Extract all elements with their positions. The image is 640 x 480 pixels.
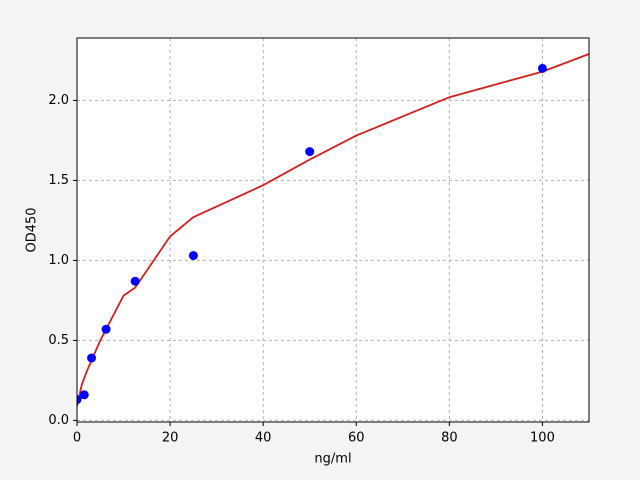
x-axis-label: ng/ml: [314, 452, 351, 467]
x-tick-label: 40: [255, 431, 272, 446]
data-point: [188, 251, 198, 261]
y-tick-label: 0.5: [48, 333, 69, 348]
x-tick-label: 100: [530, 431, 555, 446]
data-point: [87, 353, 97, 363]
y-tick-label: 1.5: [48, 173, 69, 188]
data-point: [537, 63, 547, 73]
data-point: [305, 147, 315, 157]
y-tick-label: 0.0: [48, 413, 69, 428]
fit-curve: [77, 53, 589, 407]
data-point: [77, 395, 82, 405]
x-tick-label: 20: [162, 431, 179, 446]
data-point: [130, 276, 140, 286]
x-tick-label: 60: [348, 431, 365, 446]
x-tick-label: 0: [73, 431, 81, 446]
data-point: [101, 324, 111, 334]
data-point: [79, 390, 89, 400]
y-tick-label: 2.0: [48, 93, 69, 108]
y-tick-label: 1.0: [48, 253, 69, 268]
x-tick-label: 80: [441, 431, 458, 446]
plot-frame: [76, 37, 590, 423]
plot-area: [77, 38, 589, 422]
y-axis-label: OD450: [25, 207, 40, 252]
